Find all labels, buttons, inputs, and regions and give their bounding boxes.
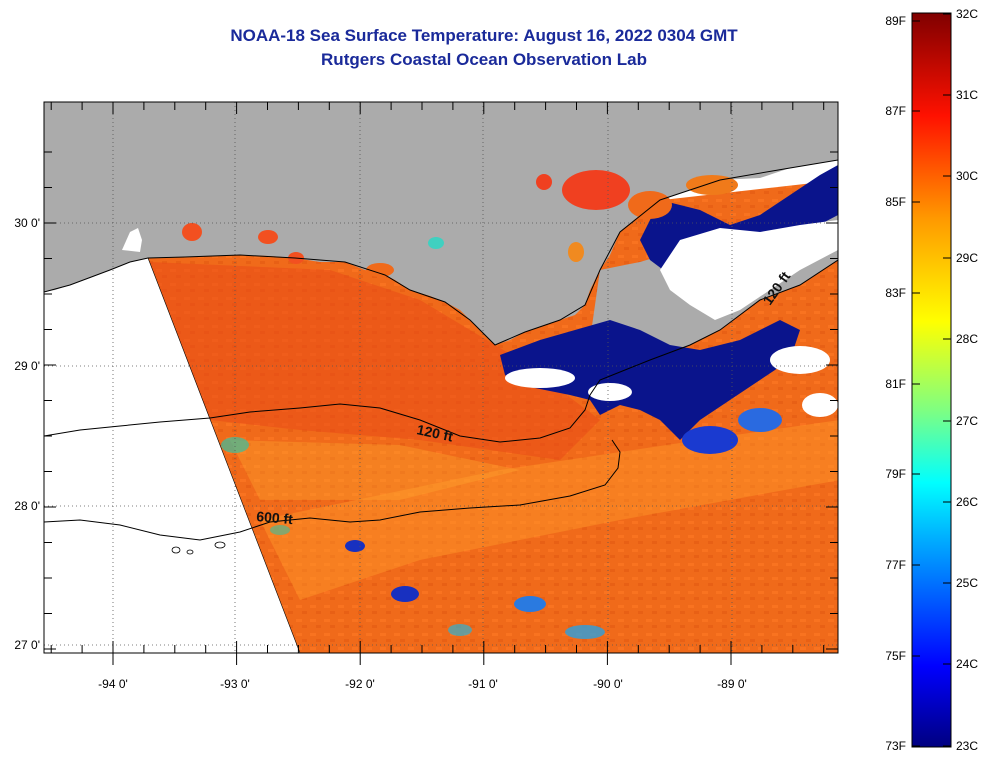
lat-axis: 30 0' 29 0' 28 0' 27 0' [14,216,40,652]
colorbar [911,12,952,748]
c-label: 27C [956,414,978,428]
lon-label: -93 0' [220,677,250,691]
cold-patch [221,437,249,453]
lon-label: -89 0' [717,677,747,691]
f-label: 87F [885,104,906,118]
lon-label: -92 0' [345,677,375,691]
f-label: 73F [885,739,906,753]
cold-patch [270,525,290,535]
map-frame [43,101,839,654]
c-label: 25C [956,576,978,590]
cold-patch [565,625,605,639]
yellow-streak [230,440,520,500]
lake-warm [536,174,552,190]
contour-label: 120 ft [415,421,454,444]
yellow-streak [260,420,838,600]
f-label: 89F [885,14,906,28]
f-label: 77F [885,558,906,572]
cloud-patch [770,346,830,374]
swath-edge [147,257,301,653]
cold-patch [738,408,782,432]
lon-label: -91 0' [468,677,498,691]
colorbar-ticks [912,13,951,747]
lake-warm [628,191,672,219]
land [44,102,838,345]
c-label: 23C [956,739,978,753]
chart-subtitle: Rutgers Coastal Ocean Observation Lab [321,50,647,69]
lake-warm [568,242,584,262]
cloud-patch [588,383,632,401]
cold-patch [682,426,738,454]
coastline [44,159,838,346]
cold-water [500,320,800,440]
f-label: 81F [885,377,906,391]
contour-120ft [44,259,838,443]
cloud-patch [122,228,142,252]
lon-axis: -94 0' -93 0' -92 0' -91 0' -90 0' -89 0… [98,677,747,691]
lake-warm [686,175,738,195]
colorbar-f-labels: 89F 87F 85F 83F 81F 79F 77F 75F 73F [885,14,906,753]
graticule [44,102,838,653]
f-label: 75F [885,649,906,663]
c-label: 24C [956,657,978,671]
cloud-patch [802,393,838,417]
c-label: 31C [956,88,978,102]
f-label: 85F [885,195,906,209]
cold-patch [391,586,419,602]
c-label: 30C [956,169,978,183]
c-label: 29C [956,251,978,265]
lat-label: 29 0' [14,359,40,373]
c-label: 28C [956,332,978,346]
cold-patch [448,624,472,636]
lake-cool [428,237,444,249]
lake-warm [182,223,202,241]
lat-label: 30 0' [14,216,40,230]
lat-label: 28 0' [14,499,40,513]
c-label: 32C [956,7,978,21]
lat-label: 27 0' [14,638,40,652]
cloud-patch [505,368,575,388]
colorbar-c-labels: 32C 31C 30C 29C 28C 27C 26C 25C 24C 23C [956,7,978,753]
f-label: 79F [885,467,906,481]
cloud-patch [660,220,838,320]
lake-warm [258,230,278,244]
axis-ticks [44,102,838,665]
lon-label: -90 0' [593,677,623,691]
cold-patch [345,540,365,552]
lon-label: -94 0' [98,677,128,691]
lake-warm [562,170,630,210]
contour-label: 600 ft [256,508,294,527]
lake-warm [366,263,394,277]
chart-title: NOAA-18 Sea Surface Temperature: August … [230,26,738,45]
map-panel: 120 ft 600 ft 120 ft [44,102,838,653]
f-label: 83F [885,286,906,300]
c-label: 26C [956,495,978,509]
contour-600ft [44,439,621,541]
cold-patch [514,596,546,612]
